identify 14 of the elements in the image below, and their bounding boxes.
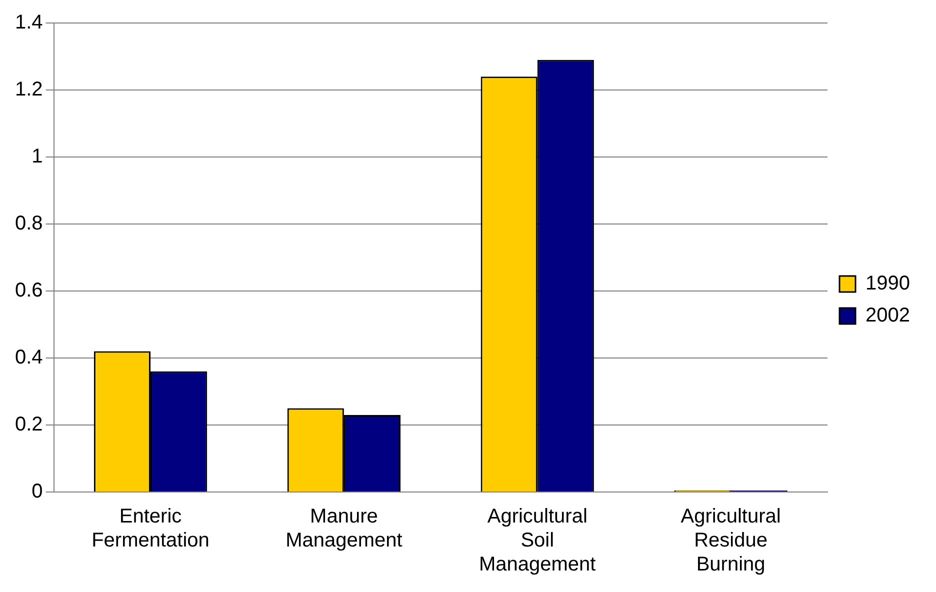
legend-label: 2002: [866, 304, 910, 327]
y-tick-label: 1.2: [14, 78, 43, 101]
x-tick-label: Enteric Fermentation: [92, 506, 210, 552]
y-tick-label: 0.8: [14, 212, 43, 235]
legend-label: 1990: [866, 272, 910, 295]
y-tick-label: 1: [32, 146, 43, 168]
x-tick-label: Manure Management: [286, 506, 403, 552]
y-tick-label: 0: [32, 480, 43, 503]
y-tick-label: 0.6: [14, 280, 43, 302]
y-tick-label: 1.4: [14, 12, 43, 34]
x-tick-label: Agricultural Residue Burning: [680, 506, 781, 576]
x-tick-label: Agricultural Soil Management: [478, 506, 596, 576]
y-tick-label: 0.2: [14, 414, 43, 436]
y-tick-label: 0.4: [14, 346, 43, 369]
